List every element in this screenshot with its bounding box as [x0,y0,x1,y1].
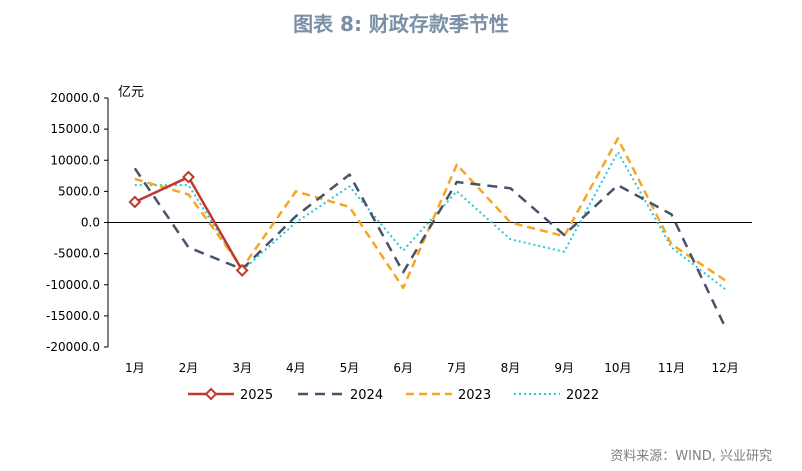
legend-label-2024: 2024 [350,388,383,403]
chart-title: 图表 8: 财政存款季节性 [293,12,509,36]
legend-label-2023: 2023 [458,388,491,403]
y-tick-label: -20000.0 [46,340,100,354]
y-axis-unit-label: 亿元 [118,85,144,100]
x-tick-label: 5月 [340,361,360,375]
x-tick-label: 12月 [712,361,739,375]
source-note: 资料来源：WIND, 兴业研究 [610,449,772,464]
y-tick-label: -5000.0 [54,247,100,261]
y-tick-label: 5000.0 [58,184,100,198]
x-tick-label: 3月 [232,361,252,375]
legend-label-2025: 2025 [240,388,273,403]
x-tick-label: 8月 [501,361,521,375]
series-line-2024 [133,167,727,328]
series-line-2023 [134,137,726,290]
y-tick-label: 15000.0 [50,122,100,136]
y-tick-label: 20000.0 [50,91,100,105]
x-tick-label: 10月 [604,361,631,375]
x-tick-label: 7月 [447,361,467,375]
x-tick-label: 9月 [554,361,574,375]
series-point-2025 [182,170,195,184]
x-tick-label: 1月 [125,361,145,375]
y-tick-label: -15000.0 [46,309,100,323]
x-tick-label: 2月 [179,361,199,375]
y-tick-label: 0.0 [81,216,100,230]
x-tick-label: 11月 [658,361,685,375]
legend-marker-2025 [204,387,218,401]
series-point-2025 [235,264,249,277]
y-tick-label: -10000.0 [46,278,100,292]
series-line-2022 [134,151,726,290]
y-tick-label: 10000.0 [50,153,100,167]
legend-label-2022: 2022 [566,388,599,403]
x-tick-label: 6月 [393,361,413,375]
series-point-2025 [128,195,142,209]
series-line-2025 [134,175,244,272]
x-tick-label: 4月 [286,361,306,375]
